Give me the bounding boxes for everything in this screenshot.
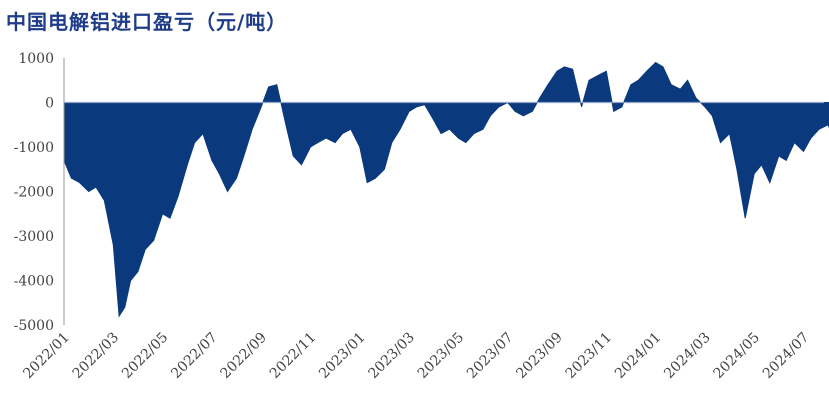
y-tick-label: -5000 <box>14 318 54 334</box>
x-tick-label: 2024/01 <box>612 330 664 382</box>
y-tick-label: -1000 <box>14 140 54 156</box>
x-tick-label: 2022/03 <box>70 330 122 382</box>
x-tick-label: 2023/09 <box>513 330 565 382</box>
x-tick-label: 2023/07 <box>464 330 516 382</box>
area-series <box>63 61 829 318</box>
y-tick-label: -2000 <box>14 185 54 201</box>
x-tick-labels: 2022/012022/032022/052022/072022/092022/… <box>20 330 812 382</box>
y-tick-label: 1000 <box>18 51 54 67</box>
x-tick-label: 2023/05 <box>415 330 467 382</box>
y-tick-label: -4000 <box>14 274 54 290</box>
x-tick-label: 2022/11 <box>267 330 319 382</box>
x-tick-label: 2023/11 <box>563 330 615 382</box>
x-tick-label: 2022/05 <box>119 330 171 382</box>
y-tick-label: -3000 <box>14 229 54 245</box>
x-tick-label: 2024/05 <box>711 330 763 382</box>
x-tick-label: 2023/03 <box>365 330 417 382</box>
y-tick-labels: 1000 0 -1000 -2000 -3000 -4000 -5000 <box>14 51 54 334</box>
y-tick-label: 0 <box>45 96 54 112</box>
area-layer <box>63 61 829 318</box>
x-tick-label: 2023/01 <box>316 330 368 382</box>
x-tick-label: 2024/03 <box>661 330 713 382</box>
x-tick-label: 2022/09 <box>218 330 270 382</box>
x-tick-label: 2022/07 <box>168 330 220 382</box>
chart-title: 中国电解铝进口盈亏（元/吨） <box>6 10 288 34</box>
x-tick-label: 2022/01 <box>20 330 72 382</box>
x-tick-label: 2024/07 <box>760 330 812 382</box>
